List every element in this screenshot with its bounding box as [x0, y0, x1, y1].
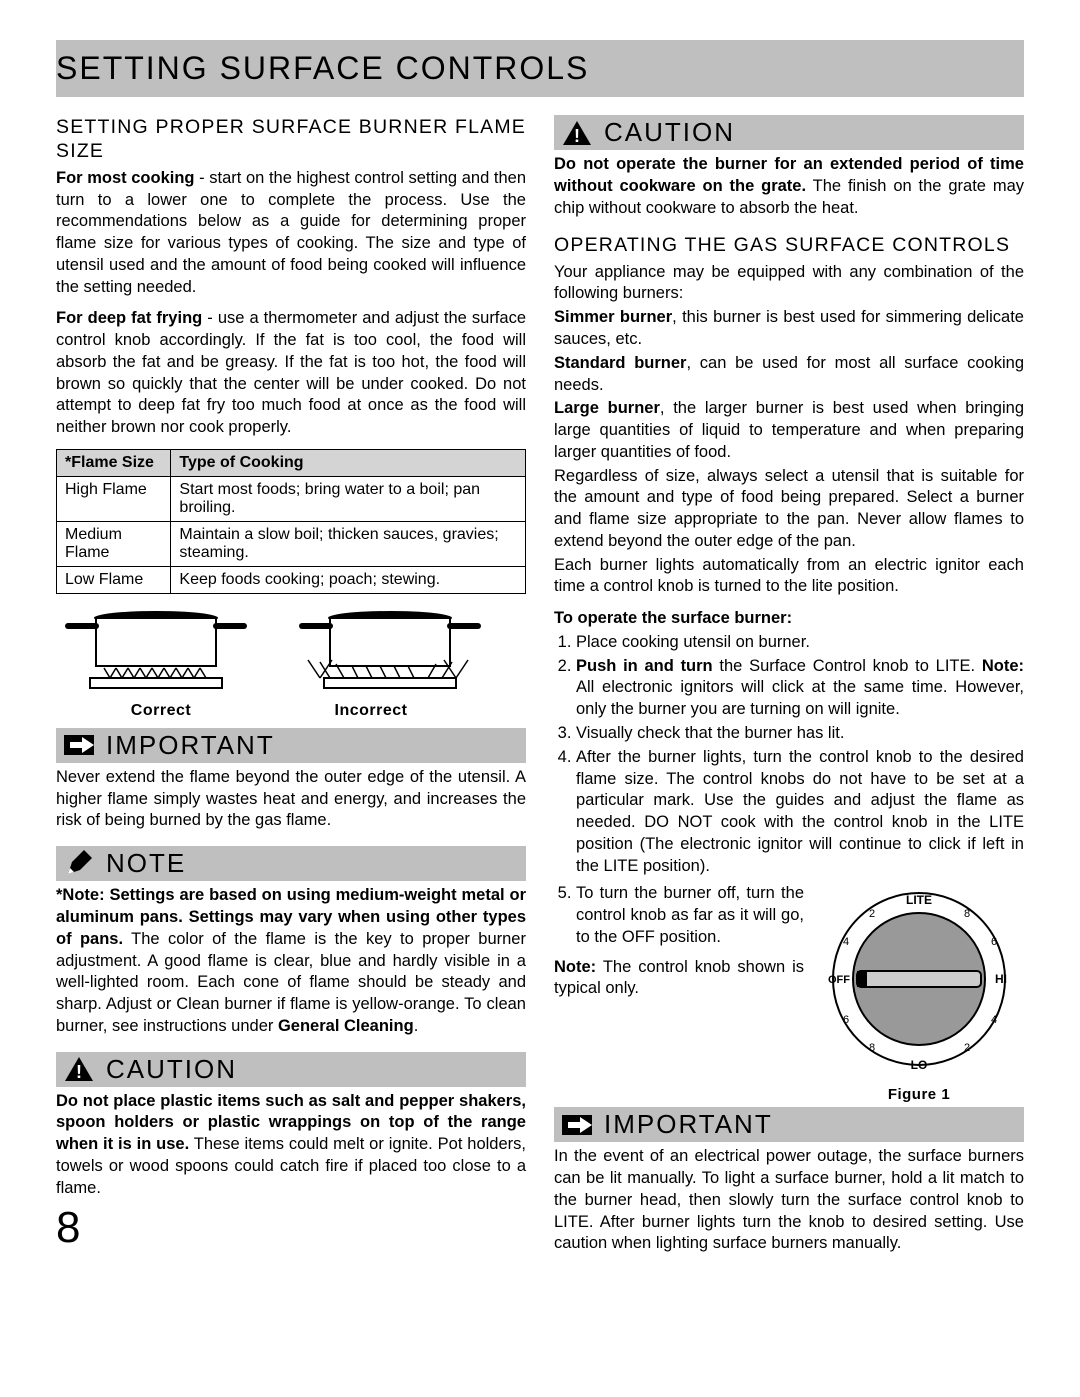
operating-intro: Your appliance may be equipped with any …	[554, 262, 1024, 306]
step-2: Push in and turn the Surface Control kno…	[576, 656, 1024, 721]
simmer-bold: Simmer burner	[554, 308, 672, 326]
svg-text:6: 6	[843, 1014, 849, 1026]
pot-incorrect-icon	[290, 604, 500, 698]
section-title-bar: SETTING SURFACE CONTROLS	[56, 40, 1024, 97]
svg-text:6: 6	[991, 936, 997, 948]
caption-incorrect: Incorrect	[266, 702, 476, 720]
left-column: SETTING PROPER SURFACE BURNER FLAME SIZE…	[56, 115, 526, 1269]
table-row: High Flame Start most foods; bring water…	[57, 476, 526, 521]
flame-size-table: *Flame Size Type of Cooking High Flame S…	[56, 449, 526, 594]
important-bar-bottom: IMPORTANT	[554, 1107, 1024, 1142]
large-bold: Large burner	[554, 399, 660, 417]
note-bar: NOTE	[56, 846, 526, 881]
operate-steps: Place cooking utensil on burner. Push in…	[554, 632, 1024, 877]
step-3: Visually check that the burner has lit.	[576, 723, 1024, 745]
figure-label: Figure 1	[814, 1086, 1024, 1103]
note-body-tail-bold: General Cleaning	[278, 1017, 414, 1035]
svg-text:8: 8	[869, 1042, 875, 1054]
arrow-icon	[560, 1110, 594, 1140]
large-line: Large burner, the larger burner is best …	[554, 398, 1024, 463]
autolight-para: Each burner lights automatically from an…	[554, 555, 1024, 599]
caution-bar-top: ! CAUTION	[554, 115, 1024, 150]
simmer-line: Simmer burner, this burner is best used …	[554, 307, 1024, 351]
page-number: 8	[56, 1203, 526, 1253]
caption-correct: Correct	[56, 702, 266, 720]
operate-heading: To operate the surface burner:	[554, 608, 1024, 630]
regardless-para: Regardless of size, always select a uten…	[554, 466, 1024, 553]
table-cell: High Flame	[57, 476, 171, 521]
section-title: SETTING SURFACE CONTROLS	[56, 50, 1024, 87]
para-most-cooking-rest: - start on the highest control setting a…	[56, 169, 526, 296]
table-cell: Medium Flame	[57, 521, 171, 566]
knob-note-bold: Note:	[554, 958, 596, 976]
para-deep-fry-bold: For deep fat frying	[56, 309, 202, 327]
knob-label-hi: HI	[995, 972, 1007, 986]
arrow-icon	[62, 730, 96, 760]
knob-figure: LITE OFF LO HI 8 6 4 2 8 6 4 2 Fig	[814, 887, 1024, 1103]
standard-bold: Standard burner	[554, 354, 686, 372]
important-body-bottom: In the event of an electrical power outa…	[554, 1146, 1024, 1255]
caution-label: CAUTION	[106, 1054, 237, 1085]
svg-text:2: 2	[869, 908, 875, 920]
caution-label-top: CAUTION	[604, 117, 735, 148]
step-2-bold: Push in and turn	[576, 657, 713, 675]
table-cell: Keep foods cooking; poach; stewing.	[171, 566, 526, 593]
table-cell: Start most foods; bring water to a boil;…	[171, 476, 526, 521]
knob-label-lo: LO	[911, 1058, 928, 1072]
step-2-rest: the Surface Control knob to LITE.	[713, 657, 982, 675]
pencil-icon	[62, 849, 96, 879]
svg-text:8: 8	[964, 908, 970, 920]
table-row: Low Flame Keep foods cooking; poach; ste…	[57, 566, 526, 593]
svg-text:!: !	[574, 126, 580, 146]
knob-icon: LITE OFF LO HI 8 6 4 2 8 6 4 2	[819, 887, 1019, 1077]
note-body-tail: .	[414, 1017, 419, 1035]
svg-text:2: 2	[964, 1042, 970, 1054]
standard-line: Standard burner, can be used for most al…	[554, 353, 1024, 397]
svg-text:4: 4	[991, 1014, 997, 1026]
table-cell: Maintain a slow boil; thicken sauces, gr…	[171, 521, 526, 566]
svg-text:4: 4	[843, 936, 849, 948]
step-1: Place cooking utensil on burner.	[576, 632, 1024, 654]
para-deep-fry-rest: - use a thermometer and adjust the surfa…	[56, 309, 526, 436]
table-cell: Low Flame	[57, 566, 171, 593]
important-label-bottom: IMPORTANT	[604, 1109, 773, 1140]
right-column: ! CAUTION Do not operate the burner for …	[554, 115, 1024, 1269]
warning-icon: !	[62, 1054, 96, 1084]
knob-label-lite: LITE	[906, 893, 932, 907]
para-most-cooking: For most cooking - start on the highest …	[56, 168, 526, 299]
knob-label-off: OFF	[828, 974, 850, 986]
step-2-note-rest: All electronic ignitors will click at th…	[576, 678, 1024, 718]
important-bar: IMPORTANT	[56, 728, 526, 763]
important-body: Never extend the flame beyond the outer …	[56, 767, 526, 832]
diagram-captions: Correct Incorrect	[56, 702, 526, 720]
table-row: Medium Flame Maintain a slow boil; thick…	[57, 521, 526, 566]
caution-body-top: Do not operate the burner for an extende…	[554, 154, 1024, 219]
note-body: *Note: Settings are based on using mediu…	[56, 885, 526, 1037]
operating-heading: OPERATING THE GAS SURFACE CONTROLS	[554, 233, 1024, 257]
flame-size-heading: SETTING PROPER SURFACE BURNER FLAME SIZE	[56, 115, 526, 164]
pot-diagram-row	[56, 604, 526, 698]
step-2-note-bold: Note:	[982, 657, 1024, 675]
table-header-flame: *Flame Size	[57, 449, 171, 476]
important-label: IMPORTANT	[106, 730, 275, 761]
pot-correct-icon	[56, 604, 266, 698]
table-header-type: Type of Cooking	[171, 449, 526, 476]
step-4: After the burner lights, turn the contro…	[576, 747, 1024, 878]
para-deep-fry: For deep fat frying - use a thermometer …	[56, 308, 526, 439]
warning-icon: !	[560, 118, 594, 148]
note-label: NOTE	[106, 848, 186, 879]
caution-body: Do not place plastic items such as salt …	[56, 1091, 526, 1200]
caution-bar: ! CAUTION	[56, 1052, 526, 1087]
svg-text:!: !	[76, 1062, 82, 1082]
para-most-cooking-bold: For most cooking	[56, 169, 195, 187]
